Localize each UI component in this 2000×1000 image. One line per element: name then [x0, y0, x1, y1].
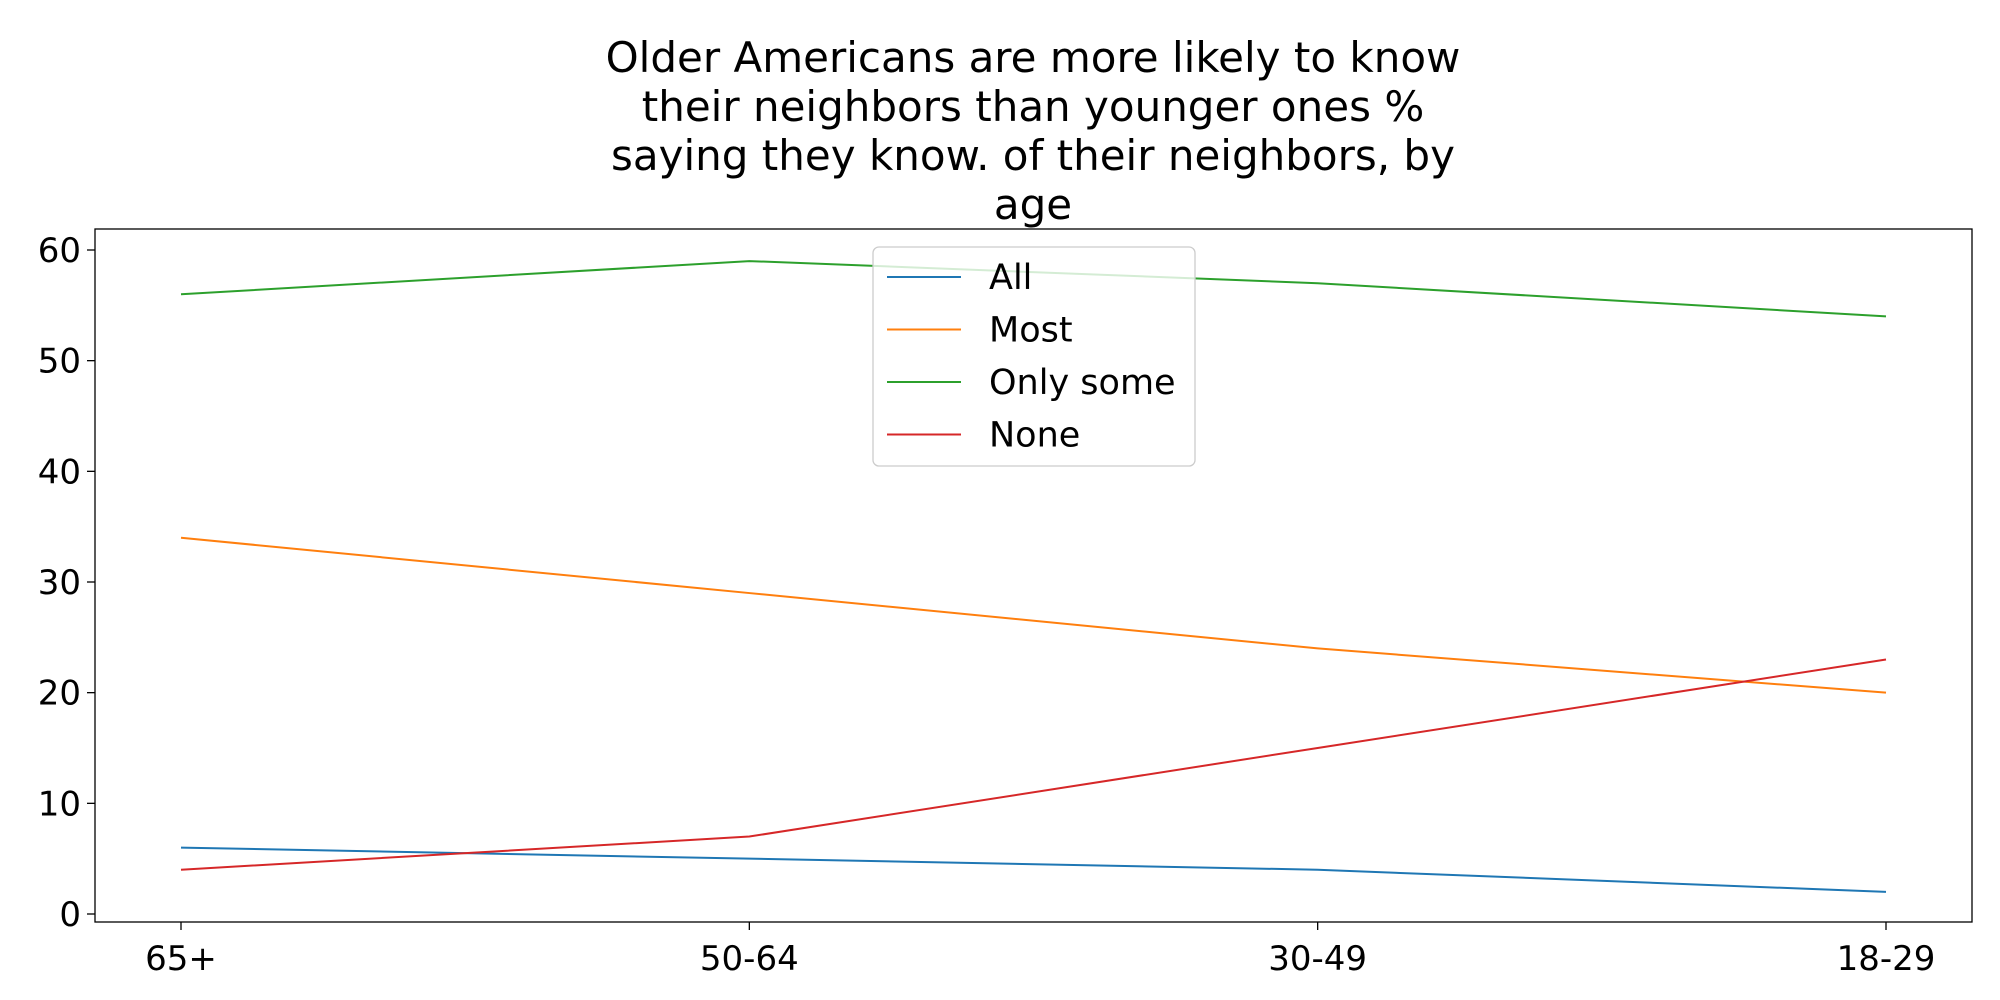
x-axis: 65+ 50-64 30-49 18-29: [145, 922, 1935, 979]
x-tick-label: 30-49: [1268, 939, 1367, 979]
chart-title-line-2: their neighbors than younger ones %: [642, 82, 1424, 131]
y-tick-label: 10: [38, 784, 81, 824]
chart-title-line-1: Older Americans are more likely to know: [606, 33, 1461, 82]
plot-area-frame: [94, 228, 1973, 923]
chart-title-line-3: saying they know. of their neighbors, by: [611, 131, 1455, 180]
series-line-most: [180, 536, 1887, 694]
y-tick-label: 20: [38, 674, 81, 714]
chart-title: Older Americans are more likely to know …: [606, 33, 1461, 229]
y-tick-label: 60: [38, 231, 81, 271]
legend-label-only-some: Only some: [989, 363, 1176, 403]
x-tick-label: 18-29: [1837, 939, 1936, 979]
legend-label-none: None: [989, 416, 1080, 456]
y-tick-label: 40: [38, 452, 81, 492]
legend: All Most Only some None: [872, 246, 1196, 467]
y-tick-label: 30: [38, 563, 81, 603]
x-tick-label: 50-64: [700, 939, 799, 979]
x-tick-label: 65+: [145, 939, 217, 979]
y-tick-label: 50: [38, 342, 81, 382]
legend-box: [872, 246, 1196, 467]
legend-label-all: All: [989, 258, 1032, 298]
y-axis: 0 10 20 30 40 50 60: [38, 231, 95, 935]
chart-title-line-4: age: [994, 180, 1072, 229]
legend-label-most: Most: [989, 311, 1073, 351]
y-tick-label: 0: [59, 895, 81, 935]
series-line-none: [180, 658, 1887, 871]
